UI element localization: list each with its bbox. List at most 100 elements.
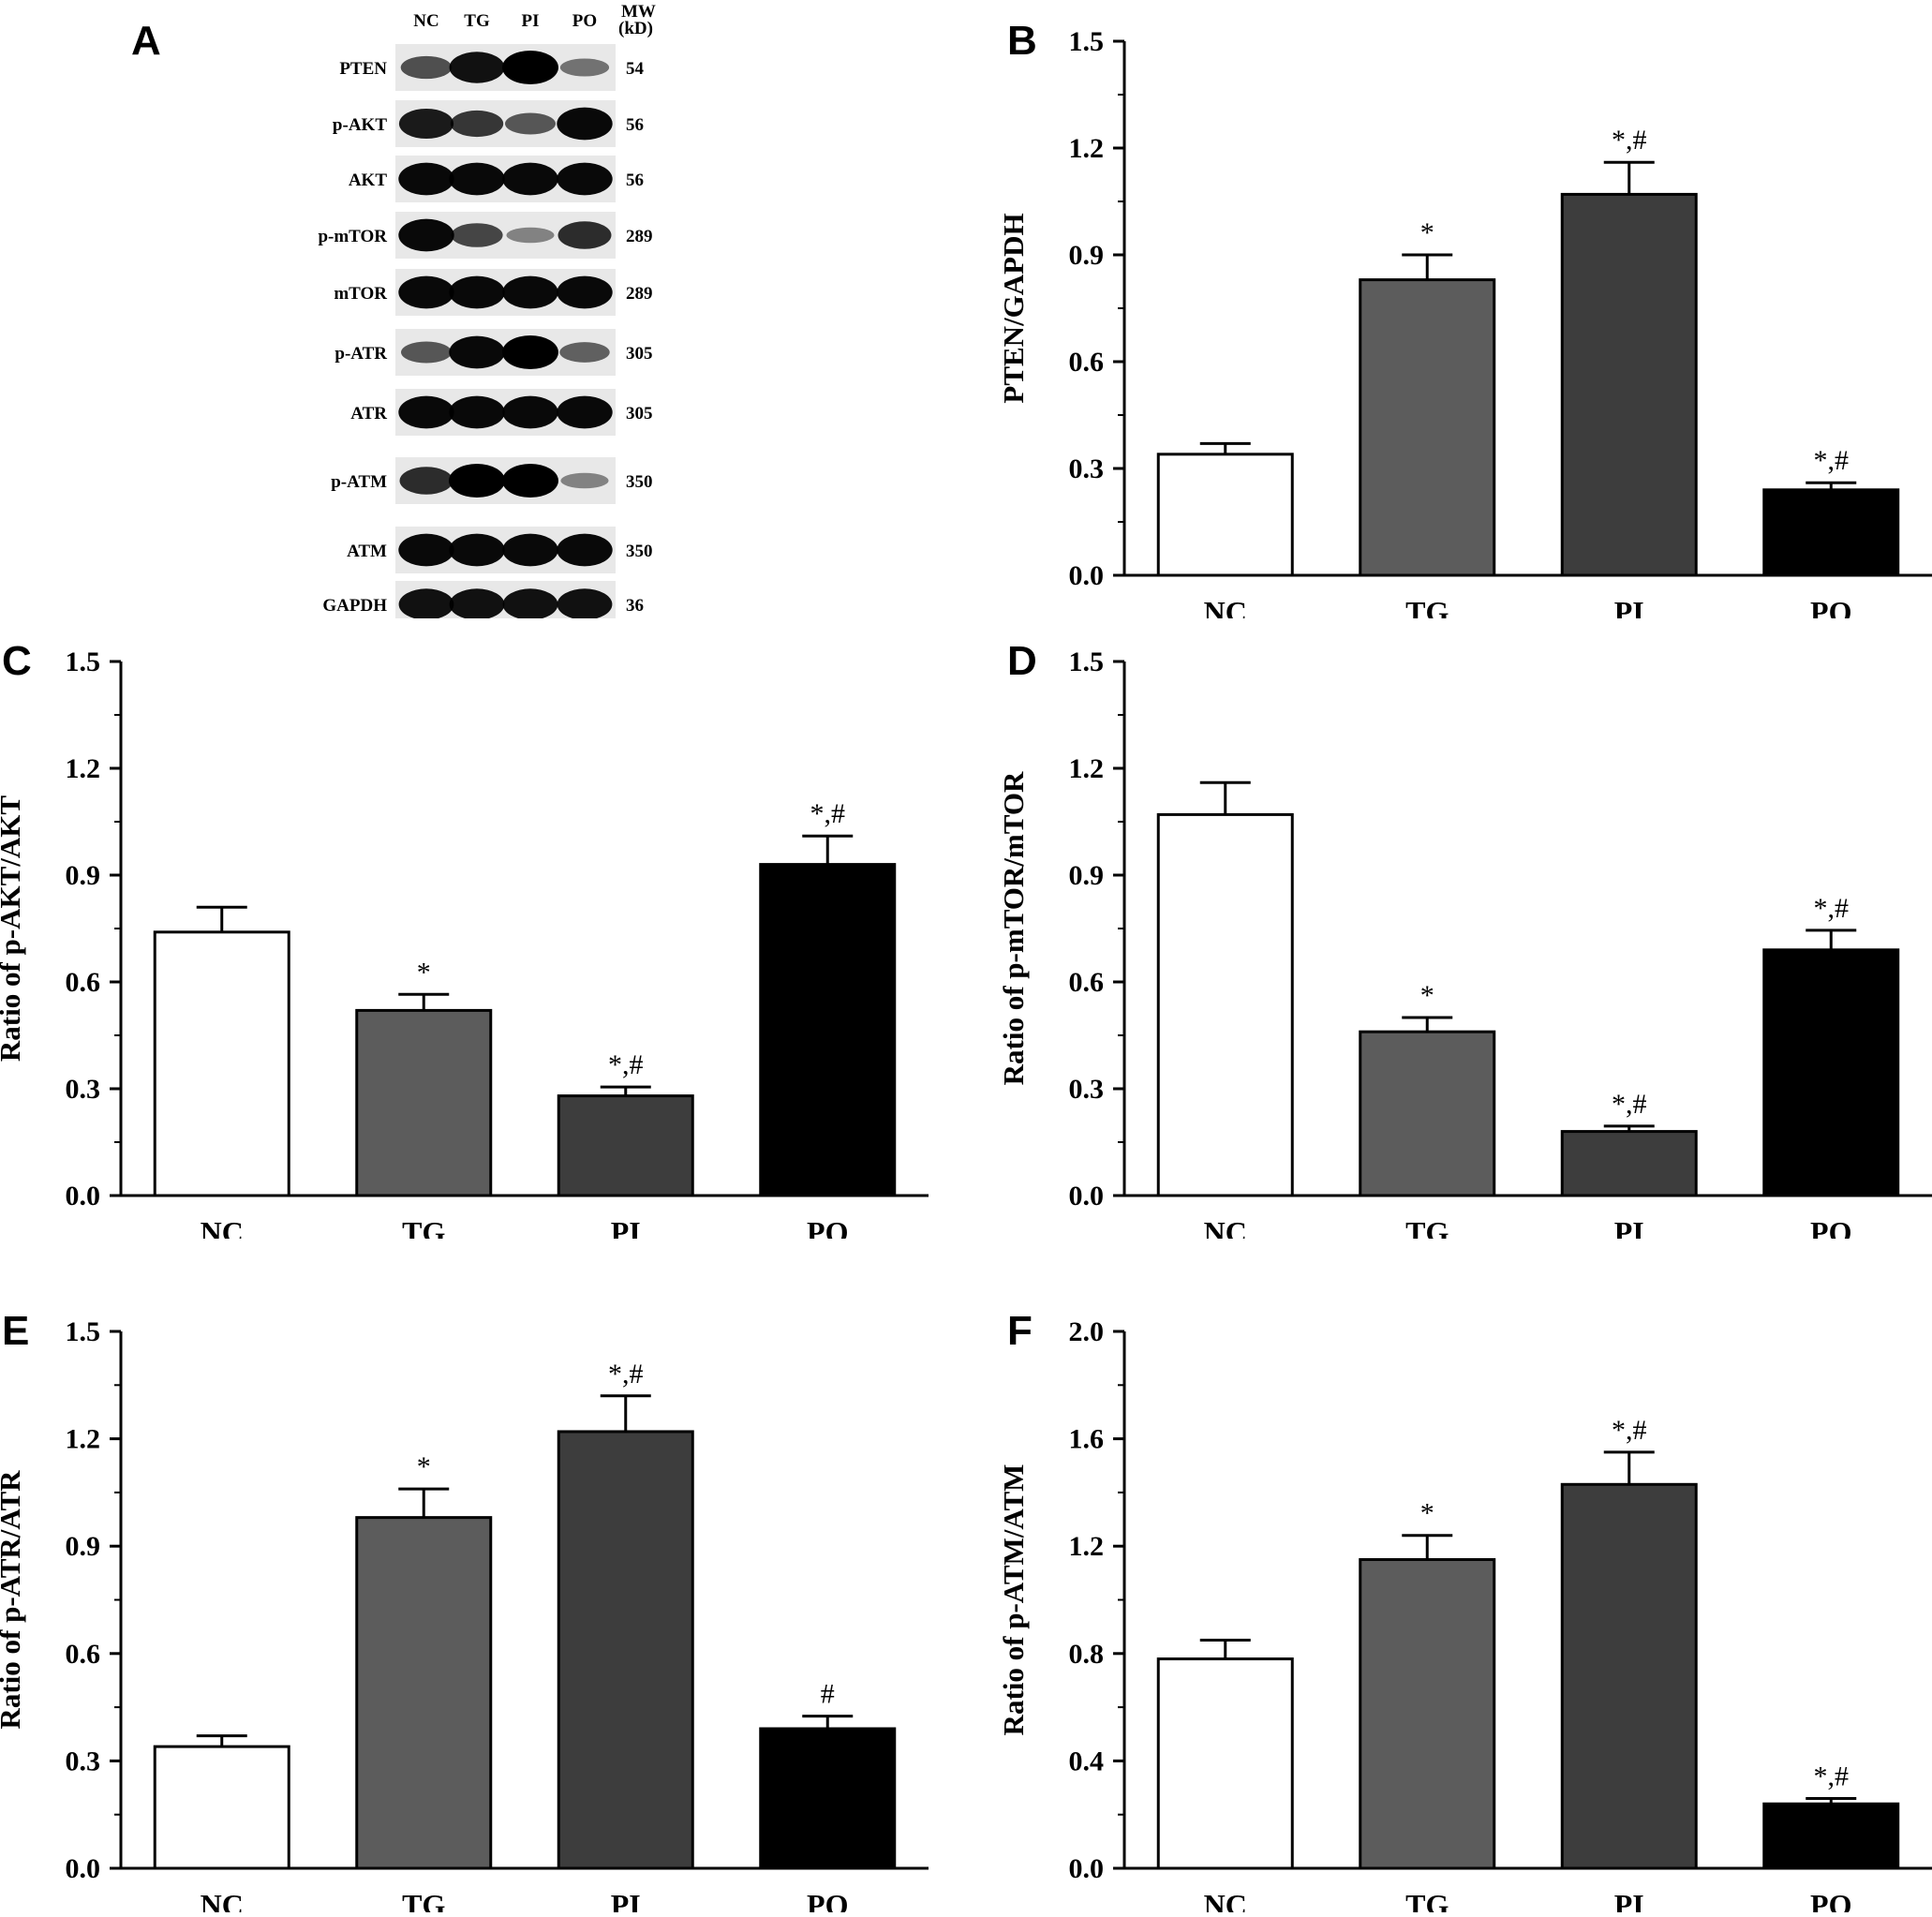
bar-tg	[1359, 1030, 1496, 1197]
significance-label: *	[1420, 1498, 1434, 1529]
y-tick-label: 0.0	[1069, 1181, 1105, 1211]
blot-band	[449, 162, 505, 196]
blot-band	[557, 588, 613, 620]
blot-mw: 56	[626, 171, 644, 190]
blot-band	[502, 275, 558, 309]
bar-nc	[153, 930, 290, 1197]
blot-band	[449, 533, 505, 567]
blot-label: p-AKT	[333, 115, 387, 135]
y-tick-label: 0.9	[66, 860, 101, 891]
blot-band	[557, 221, 612, 249]
blot-band	[557, 395, 613, 429]
y-axis-label: Ratio of p-ATR/ATR	[0, 1470, 26, 1730]
blot-mw: 305	[626, 344, 653, 364]
blot-band	[557, 107, 613, 141]
x-tick-label: NC	[1204, 1888, 1247, 1912]
blot-band	[449, 335, 505, 369]
bar-pi	[1560, 1482, 1698, 1870]
x-tick-label: TG	[402, 1215, 445, 1239]
y-tick-label: 0.9	[1069, 240, 1105, 271]
blot-band	[502, 335, 558, 369]
blot-mw: 54	[626, 59, 645, 79]
y-tick-label: 1.6	[1069, 1424, 1105, 1455]
significance-label: *,#	[608, 1359, 644, 1389]
bar-tg	[355, 1008, 493, 1197]
lane-label-tg: TG	[464, 11, 490, 31]
significance-label: *,#	[1612, 1089, 1647, 1120]
chart-c-svg: C 0.0 0.3 0.6 0.9 1.2 1.5 Ratio of p-AKT/AKT NC T…	[0, 638, 929, 1249]
y-tick-label: 0.9	[1069, 860, 1105, 891]
chart-f-svg: F 0.0 0.4 0.8 1.2 1.6 2.0 Ratio of p-ATM/ATM NC T…	[997, 1308, 1932, 1917]
significance-label: *,#	[1814, 445, 1850, 476]
x-tick-label: NC	[201, 1888, 244, 1912]
blot-band	[502, 533, 558, 567]
y-tick-label: 0.3	[66, 1746, 101, 1776]
significance-label: *,#	[1814, 893, 1850, 924]
bar-po	[1762, 948, 1900, 1197]
significance-label: *,#	[1612, 1415, 1647, 1446]
y-tick-label: 1.5	[66, 1316, 101, 1347]
blot-band	[398, 533, 454, 567]
y-tick-label: 0.0	[1069, 560, 1105, 591]
blot-band	[502, 588, 558, 620]
blot-band	[399, 467, 453, 495]
x-tick-label: NC	[201, 1215, 244, 1239]
y-tick-label: 1.2	[66, 753, 101, 784]
y-tick-label: 0.0	[66, 1853, 101, 1884]
blot-row-atm: ATM 350	[347, 527, 653, 573]
blot-row-gapdh: GAPDH 36	[322, 581, 644, 628]
blot-label: p-mTOR	[318, 227, 387, 246]
blot-band	[398, 108, 454, 140]
blot-band	[502, 162, 558, 196]
chart-panel-c: C 0.0 0.3 0.6 0.9 1.2 1.5 Ratio of p-AKT/AKT NC T…	[0, 620, 966, 1249]
blot-band	[502, 464, 558, 498]
blot-row-mtor: mTOR 289	[334, 269, 653, 316]
x-tick-label: PI	[1614, 1215, 1644, 1239]
x-tick-label: PI	[1614, 1888, 1644, 1912]
y-tick-label: 0.0	[1069, 1853, 1105, 1884]
blot-band	[450, 110, 504, 138]
chart-panel-b: B 0.0 0.3 0.6 0.9 1.2 1.5 PTEN/GAPDH NC TG * PI *,# P…	[966, 0, 1932, 629]
bar-po	[1762, 488, 1900, 577]
blot-band	[398, 588, 454, 620]
blot-row-atr: ATR 305	[350, 389, 653, 436]
y-axis-label: Ratio of p-AKT/AKT	[0, 795, 26, 1063]
blot-row-pten: PTEN 54	[339, 44, 645, 91]
bar-tg	[1359, 1558, 1496, 1870]
y-tick-label: 1.2	[1069, 753, 1105, 784]
blot-band	[557, 275, 613, 309]
bar-nc	[1156, 453, 1294, 577]
blot-row-p-mtor: p-mTOR 289	[318, 212, 653, 259]
x-tick-label: NC	[1204, 595, 1247, 618]
y-axis-label: PTEN/GAPDH	[997, 213, 1030, 403]
chart-b-svg: B 0.0 0.3 0.6 0.9 1.2 1.5 PTEN/GAPDH NC TG * PI *,# P…	[997, 18, 1932, 629]
y-tick-label: 0.9	[66, 1531, 101, 1562]
y-tick-label: 1.2	[66, 1424, 101, 1455]
blot-row-p-atm: p-ATM 350	[331, 457, 653, 504]
significance-label: #	[821, 1679, 835, 1710]
blot-label: p-ATR	[334, 344, 387, 364]
y-axis-label: Ratio of p-ATM/ATM	[997, 1464, 1030, 1736]
blot-band	[449, 395, 505, 429]
lane-label-po: PO	[572, 11, 597, 31]
x-tick-label: PO	[1810, 1215, 1851, 1239]
blot-band	[560, 472, 609, 489]
blot-band	[398, 395, 454, 429]
y-axis-label: Ratio of p-mTOR/mTOR	[997, 771, 1030, 1085]
blot-band	[398, 275, 454, 309]
mw-header-line1: MW	[621, 2, 656, 22]
lane-label-pi: PI	[522, 11, 540, 31]
blot-label: PTEN	[339, 59, 387, 79]
significance-label: *,#	[1814, 1761, 1850, 1792]
lane-label-nc: NC	[413, 11, 438, 31]
significance-label: *,#	[608, 1049, 644, 1080]
significance-label: *,#	[810, 798, 846, 829]
chart-d-svg: D 0.0 0.3 0.6 0.9 1.2 1.5 Ratio of p-mTOR/mTOR N…	[997, 638, 1932, 1249]
bar-nc	[153, 1745, 290, 1870]
blot-label: ATR	[350, 404, 387, 424]
y-tick-label: 0.0	[66, 1181, 101, 1211]
blot-row-akt: AKT 56	[349, 156, 644, 202]
bar-po	[759, 863, 897, 1197]
panel-letter-a: A	[131, 18, 161, 64]
y-tick-label: 0.3	[1069, 453, 1105, 484]
